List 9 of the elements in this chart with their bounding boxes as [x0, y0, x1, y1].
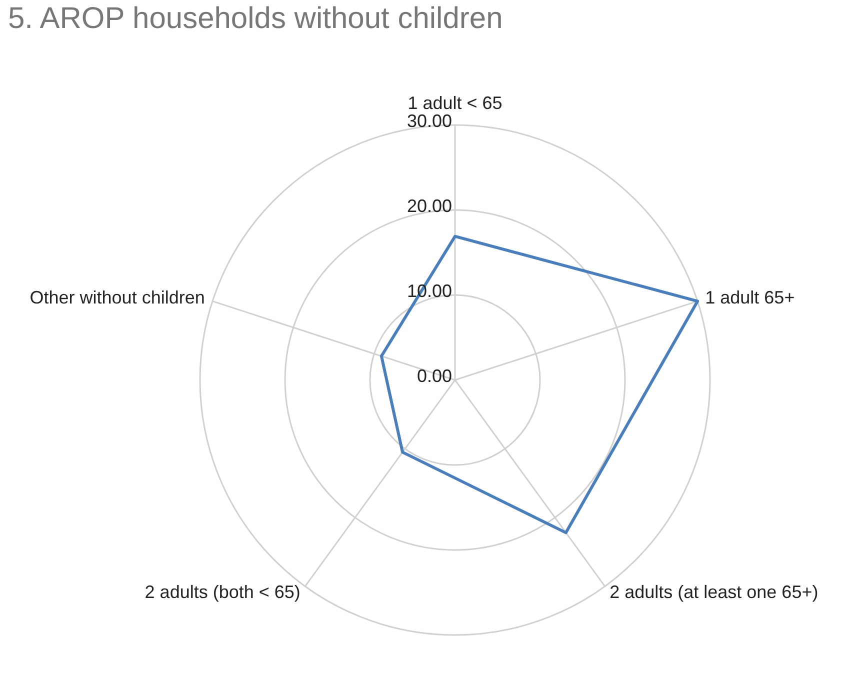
chart-title: 5. AROP households without children	[8, 2, 503, 36]
spoke-label: 2 adults (both < 65)	[144, 582, 300, 602]
y-tick-label: 20.00	[406, 196, 452, 216]
spoke-label: 2 adults (at least one 65+)	[610, 582, 818, 602]
spoke-label: 1 adult < 65	[408, 93, 502, 113]
y-tick-label: 0.00	[416, 366, 452, 386]
spoke-label: Other without children	[30, 288, 205, 308]
spoke-label: 1 adult 65+	[705, 288, 795, 308]
y-tick-label: 30.00	[406, 111, 452, 131]
